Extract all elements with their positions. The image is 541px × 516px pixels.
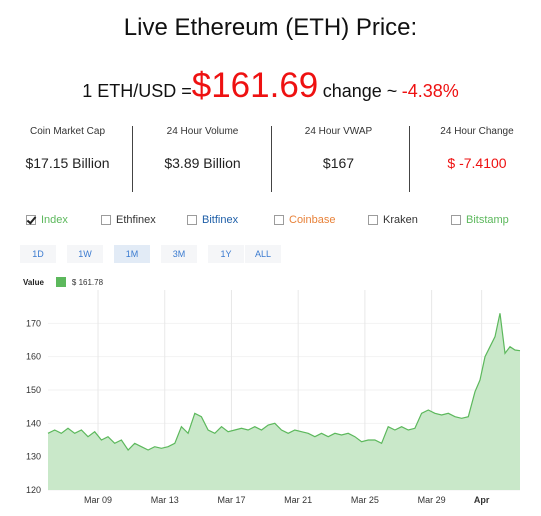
price-chart[interactable]: 170 160 150 140 130 120 Mar 09 Mar 13 Mar 17 Mar …	[0, 288, 541, 516]
y-tick-label: 130	[26, 452, 41, 462]
y-tick-label: 120	[26, 485, 41, 495]
range-3m-button[interactable]: 3M	[161, 245, 197, 263]
page-title: Live Ethereum (ETH) Price:	[123, 14, 418, 41]
stat-vwap: 24 Hour VWAP $167	[271, 124, 406, 192]
range-1m-button[interactable]: 1M	[114, 245, 150, 263]
chart-legend: Value $ 161.78	[23, 276, 103, 288]
source-bitfinex[interactable]: Bitfinex	[187, 214, 238, 226]
source-label: Ethfinex	[116, 214, 156, 226]
source-label: Coinbase	[289, 214, 336, 226]
x-tick-label: Mar 13	[151, 495, 179, 505]
x-tick-label: Apr	[474, 495, 490, 505]
legend-label: Value	[23, 277, 44, 287]
checkbox-icon[interactable]	[101, 215, 111, 225]
series-area	[48, 313, 520, 490]
x-tick-label: Mar 29	[418, 495, 446, 505]
stat-value: $17.15 Billion	[25, 155, 110, 171]
stat-value: $167	[322, 155, 355, 171]
current-price: $161.69	[191, 66, 319, 105]
x-tick-label: Mar 17	[217, 495, 245, 505]
checkbox-icon[interactable]	[451, 215, 461, 225]
series-line	[47, 313, 521, 451]
source-filters: Index Ethfinex Bitfinex Coinbase Kraken …	[0, 214, 541, 232]
change-label: change ~	[322, 81, 398, 101]
price-line: 1 ETH/USD =$161.69 change ~ -4.38%	[0, 66, 541, 106]
legend-value: $ 161.78	[71, 277, 104, 287]
x-tick-label: Mar 21	[284, 495, 312, 505]
stat-value: $3.89 Billion	[164, 155, 241, 171]
stat-divider	[271, 126, 272, 192]
range-all-button[interactable]: ALL	[245, 245, 281, 263]
checkbox-icon[interactable]	[187, 215, 197, 225]
stats-row: Coin Market Cap $17.15 Billion 24 Hour V…	[0, 124, 541, 192]
range-1y-button[interactable]: 1Y	[208, 245, 244, 263]
stat-label: 24 Hour Change	[440, 126, 514, 137]
stat-label: Coin Market Cap	[29, 126, 106, 137]
stat-divider	[409, 126, 410, 192]
range-1w-button[interactable]: 1W	[67, 245, 103, 263]
stat-value: $ -7.4100	[447, 155, 507, 171]
source-coinbase[interactable]: Coinbase	[274, 214, 335, 226]
legend-swatch	[55, 277, 66, 287]
source-index[interactable]: Index	[26, 214, 68, 226]
source-kraken[interactable]: Kraken	[368, 214, 418, 226]
stat-volume: 24 Hour Volume $3.89 Billion	[135, 124, 270, 192]
stat-change: 24 Hour Change $ -7.4100	[413, 124, 541, 192]
y-tick-label: 140	[26, 418, 41, 428]
y-tick-label: 170	[26, 318, 41, 328]
source-label: Index	[41, 214, 68, 226]
pair-label: 1 ETH/USD =	[82, 81, 192, 101]
checkbox-icon[interactable]	[274, 215, 284, 225]
stat-label: 24 Hour Volume	[166, 126, 239, 137]
change-percent: -4.38%	[401, 81, 459, 101]
stat-divider	[132, 126, 133, 192]
source-label: Bitfinex	[202, 214, 239, 226]
x-tick-label: Mar 25	[351, 495, 379, 505]
range-1d-button[interactable]: 1D	[20, 245, 56, 263]
x-tick-label: Mar 09	[84, 495, 112, 505]
y-tick-label: 150	[26, 385, 41, 395]
checkbox-checked-icon[interactable]	[26, 215, 36, 225]
source-label: Kraken	[383, 214, 418, 226]
source-bitstamp[interactable]: Bitstamp	[451, 214, 509, 226]
stat-label: 24 Hour VWAP	[304, 126, 373, 137]
checkbox-icon[interactable]	[368, 215, 378, 225]
y-tick-label: 160	[26, 352, 41, 362]
source-label: Bitstamp	[466, 214, 509, 226]
source-ethfinex[interactable]: Ethfinex	[101, 214, 156, 226]
stat-market-cap: Coin Market Cap $17.15 Billion	[0, 124, 135, 192]
